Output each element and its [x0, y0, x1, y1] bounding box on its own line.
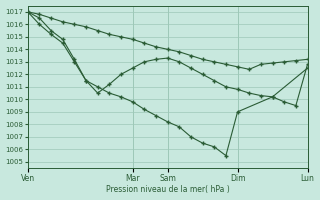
X-axis label: Pression niveau de la mer( hPa ): Pression niveau de la mer( hPa ): [106, 185, 229, 194]
